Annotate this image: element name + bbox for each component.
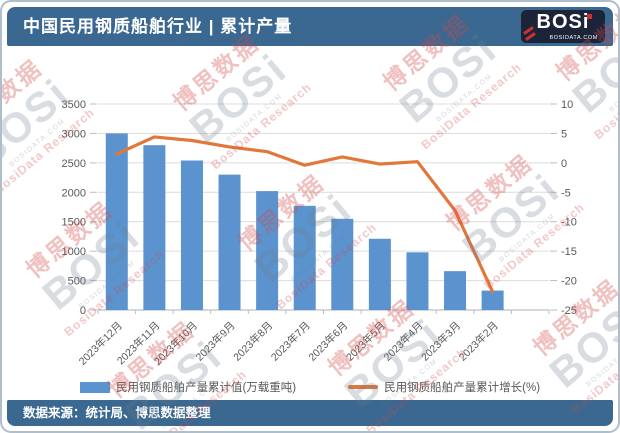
svg-text:3500: 3500 [62, 99, 86, 111]
logo-domain-text: BOSIDATA.COM [549, 35, 598, 41]
data-source-text: 数据来源：统计局、博思数据整理 [23, 406, 211, 420]
chart-legend: 民用钢质船舶产量累计值(万载重吨) 民用钢质船舶产量累计增长(%) [2, 379, 618, 395]
svg-text:2023年5月: 2023年5月 [343, 319, 388, 364]
bar-series-swatch-icon [79, 381, 110, 393]
logo-brand-text: BOSi [536, 11, 590, 33]
svg-text:0: 0 [561, 158, 567, 170]
svg-text:-10: -10 [561, 217, 577, 229]
svg-text:-15: -15 [561, 246, 577, 258]
svg-text:2023年6月: 2023年6月 [306, 319, 351, 364]
svg-text:2023年8月: 2023年8月 [231, 319, 276, 364]
svg-text:1000: 1000 [62, 246, 86, 258]
svg-text:2023年3月: 2023年3月 [418, 319, 463, 364]
svg-text:-25: -25 [561, 305, 577, 317]
footer-bar: 数据来源：统计局、博思数据整理 [7, 400, 613, 426]
line-series-swatch-icon [348, 385, 379, 389]
svg-text:500: 500 [68, 276, 86, 288]
legend-label: 民用钢质船舶产量累计增长(%) [384, 382, 541, 394]
svg-text:-20: -20 [561, 276, 577, 288]
svg-text:5: 5 [561, 128, 567, 140]
svg-text:2023年9月: 2023年9月 [193, 319, 238, 364]
svg-text:2023年2月: 2023年2月 [456, 319, 501, 364]
svg-text:-5: -5 [561, 187, 571, 199]
svg-text:2500: 2500 [62, 158, 86, 170]
page-title: 中国民用钢质船舶行业 | 累计产量 [23, 17, 293, 36]
svg-text:10: 10 [561, 99, 573, 111]
logo-red-dot-icon [587, 14, 592, 19]
svg-text:2023年7月: 2023年7月 [268, 319, 313, 364]
svg-text:3000: 3000 [62, 128, 86, 140]
svg-text:2000: 2000 [62, 187, 86, 199]
legend-label: 民用钢质船舶产量累计值(万载重吨) [115, 382, 297, 394]
bosi-logo: BOSi BOSIDATA.COM [521, 10, 605, 43]
legend-item-line-series: 民用钢质船舶产量累计增长(%) [348, 379, 540, 395]
header-bar: 中国民用钢质船舶行业 | 累计产量 BOSi BOSIDATA.COM [7, 7, 613, 46]
svg-text:0: 0 [80, 305, 86, 317]
svg-text:1500: 1500 [62, 217, 86, 229]
legend-item-bar-series: 民用钢质船舶产量累计值(万载重吨) [79, 379, 297, 395]
svg-text:2023年4月: 2023年4月 [381, 319, 426, 364]
